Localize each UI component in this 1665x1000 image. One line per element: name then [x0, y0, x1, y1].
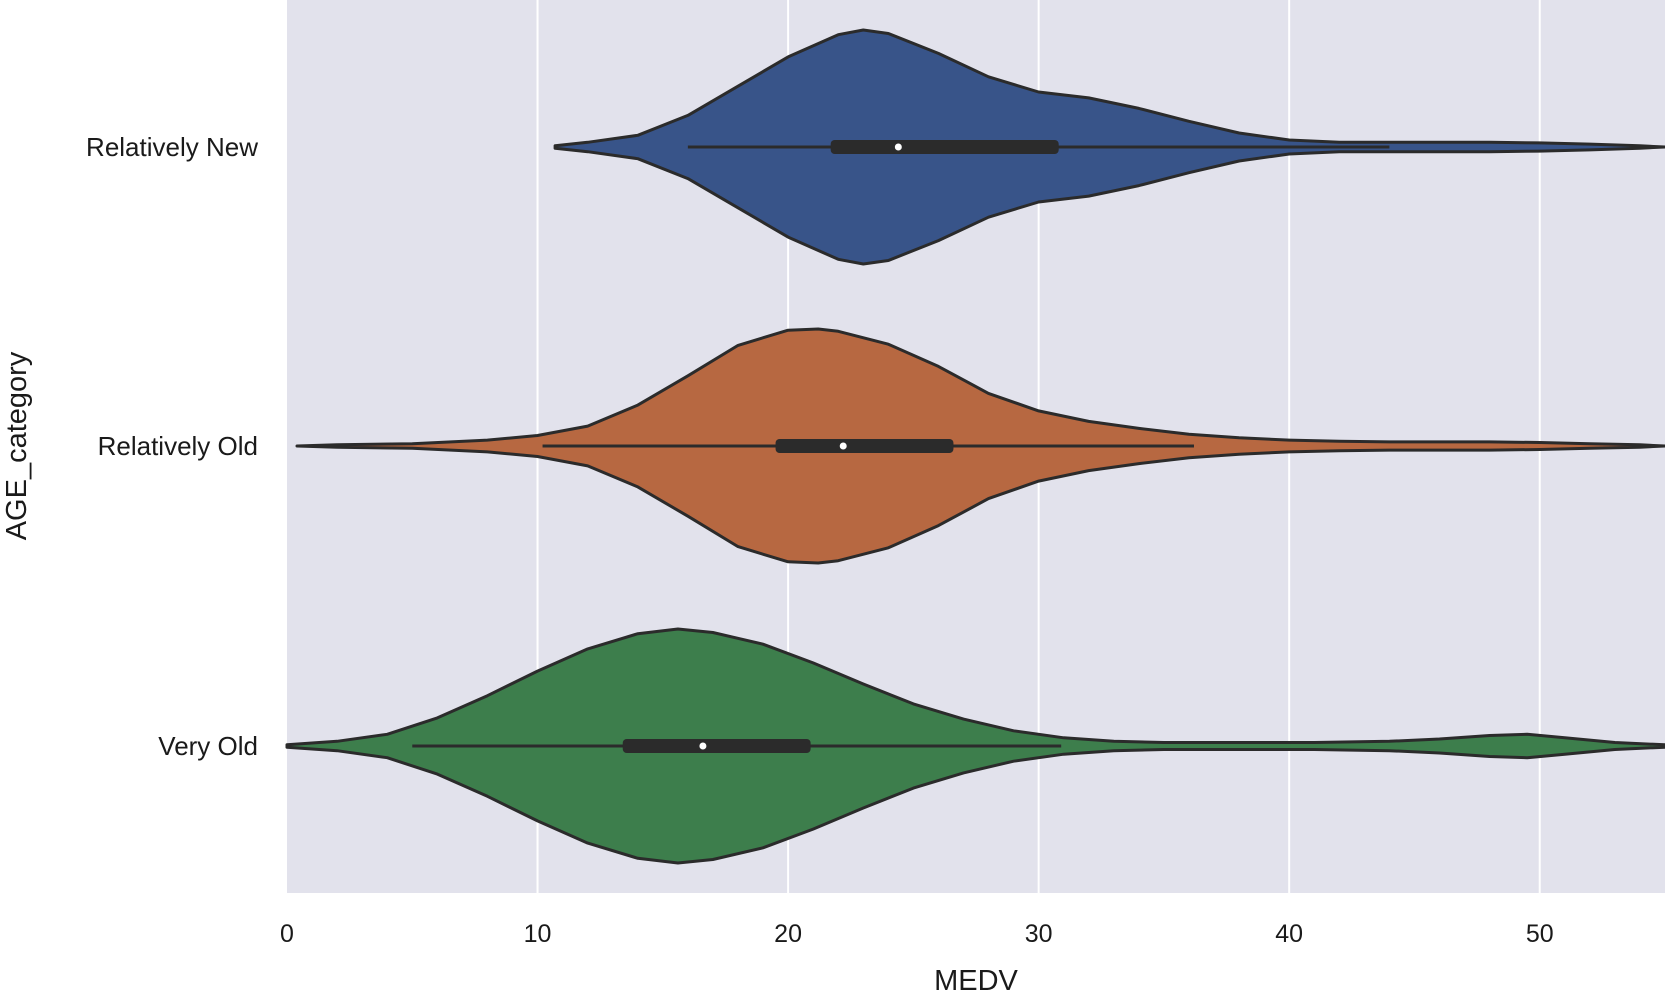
x-tick-labels: 0 10 20 30 40 50: [280, 920, 1554, 948]
violin-iqr-box: [775, 439, 954, 453]
y-axis-title: AGE_category: [1, 351, 33, 540]
y-category-label: Relatively Old: [98, 431, 258, 461]
x-tick-label: 20: [774, 920, 802, 948]
x-tick-label: 50: [1526, 920, 1554, 948]
violin-relatively-new: [553, 28, 1665, 266]
violins: [285, 28, 1665, 865]
violin-very-old: [285, 627, 1665, 865]
x-tick-label: 0: [280, 920, 294, 948]
x-tick-label: 10: [524, 920, 552, 948]
violin-iqr-box: [622, 739, 811, 753]
y-category-labels: Relatively New Relatively Old Very Old: [86, 132, 258, 761]
x-tick-label: 30: [1025, 920, 1053, 948]
violin-median-dot: [894, 143, 902, 151]
x-axis-title: MEDV: [934, 965, 1018, 997]
y-category-label: Very Old: [158, 731, 258, 761]
violin-iqr-box: [830, 140, 1059, 154]
violin-median-dot: [839, 442, 847, 450]
violin-median-dot: [699, 742, 707, 750]
y-category-label: Relatively New: [86, 132, 258, 162]
violin-relatively-old: [295, 327, 1665, 565]
x-tick-label: 40: [1275, 920, 1303, 948]
